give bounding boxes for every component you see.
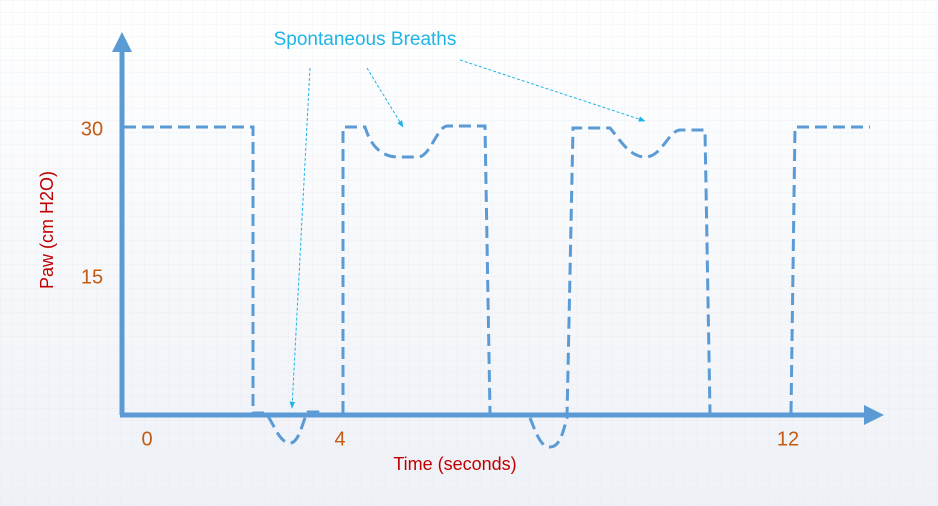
- x-tick-label: 0: [141, 428, 152, 450]
- x-axis-label: Time (seconds): [393, 454, 516, 474]
- y-tick-label: 15: [81, 266, 103, 288]
- pressure-waveform: [124, 124, 870, 449]
- annotation-arrow: [366, 67, 404, 128]
- y-axis-arrow: [112, 32, 132, 52]
- x-axis-arrow: [864, 405, 884, 425]
- annotation-arrow: [289, 67, 311, 409]
- annotation: Spontaneous Breaths: [274, 29, 457, 50]
- annotation-arrow: [459, 59, 646, 122]
- x-tick-label: 4: [334, 428, 345, 450]
- y-tick-label: 30: [81, 118, 103, 140]
- y-axis-label: Paw (cm H2O): [37, 171, 57, 289]
- x-tick-label: 12: [777, 428, 799, 450]
